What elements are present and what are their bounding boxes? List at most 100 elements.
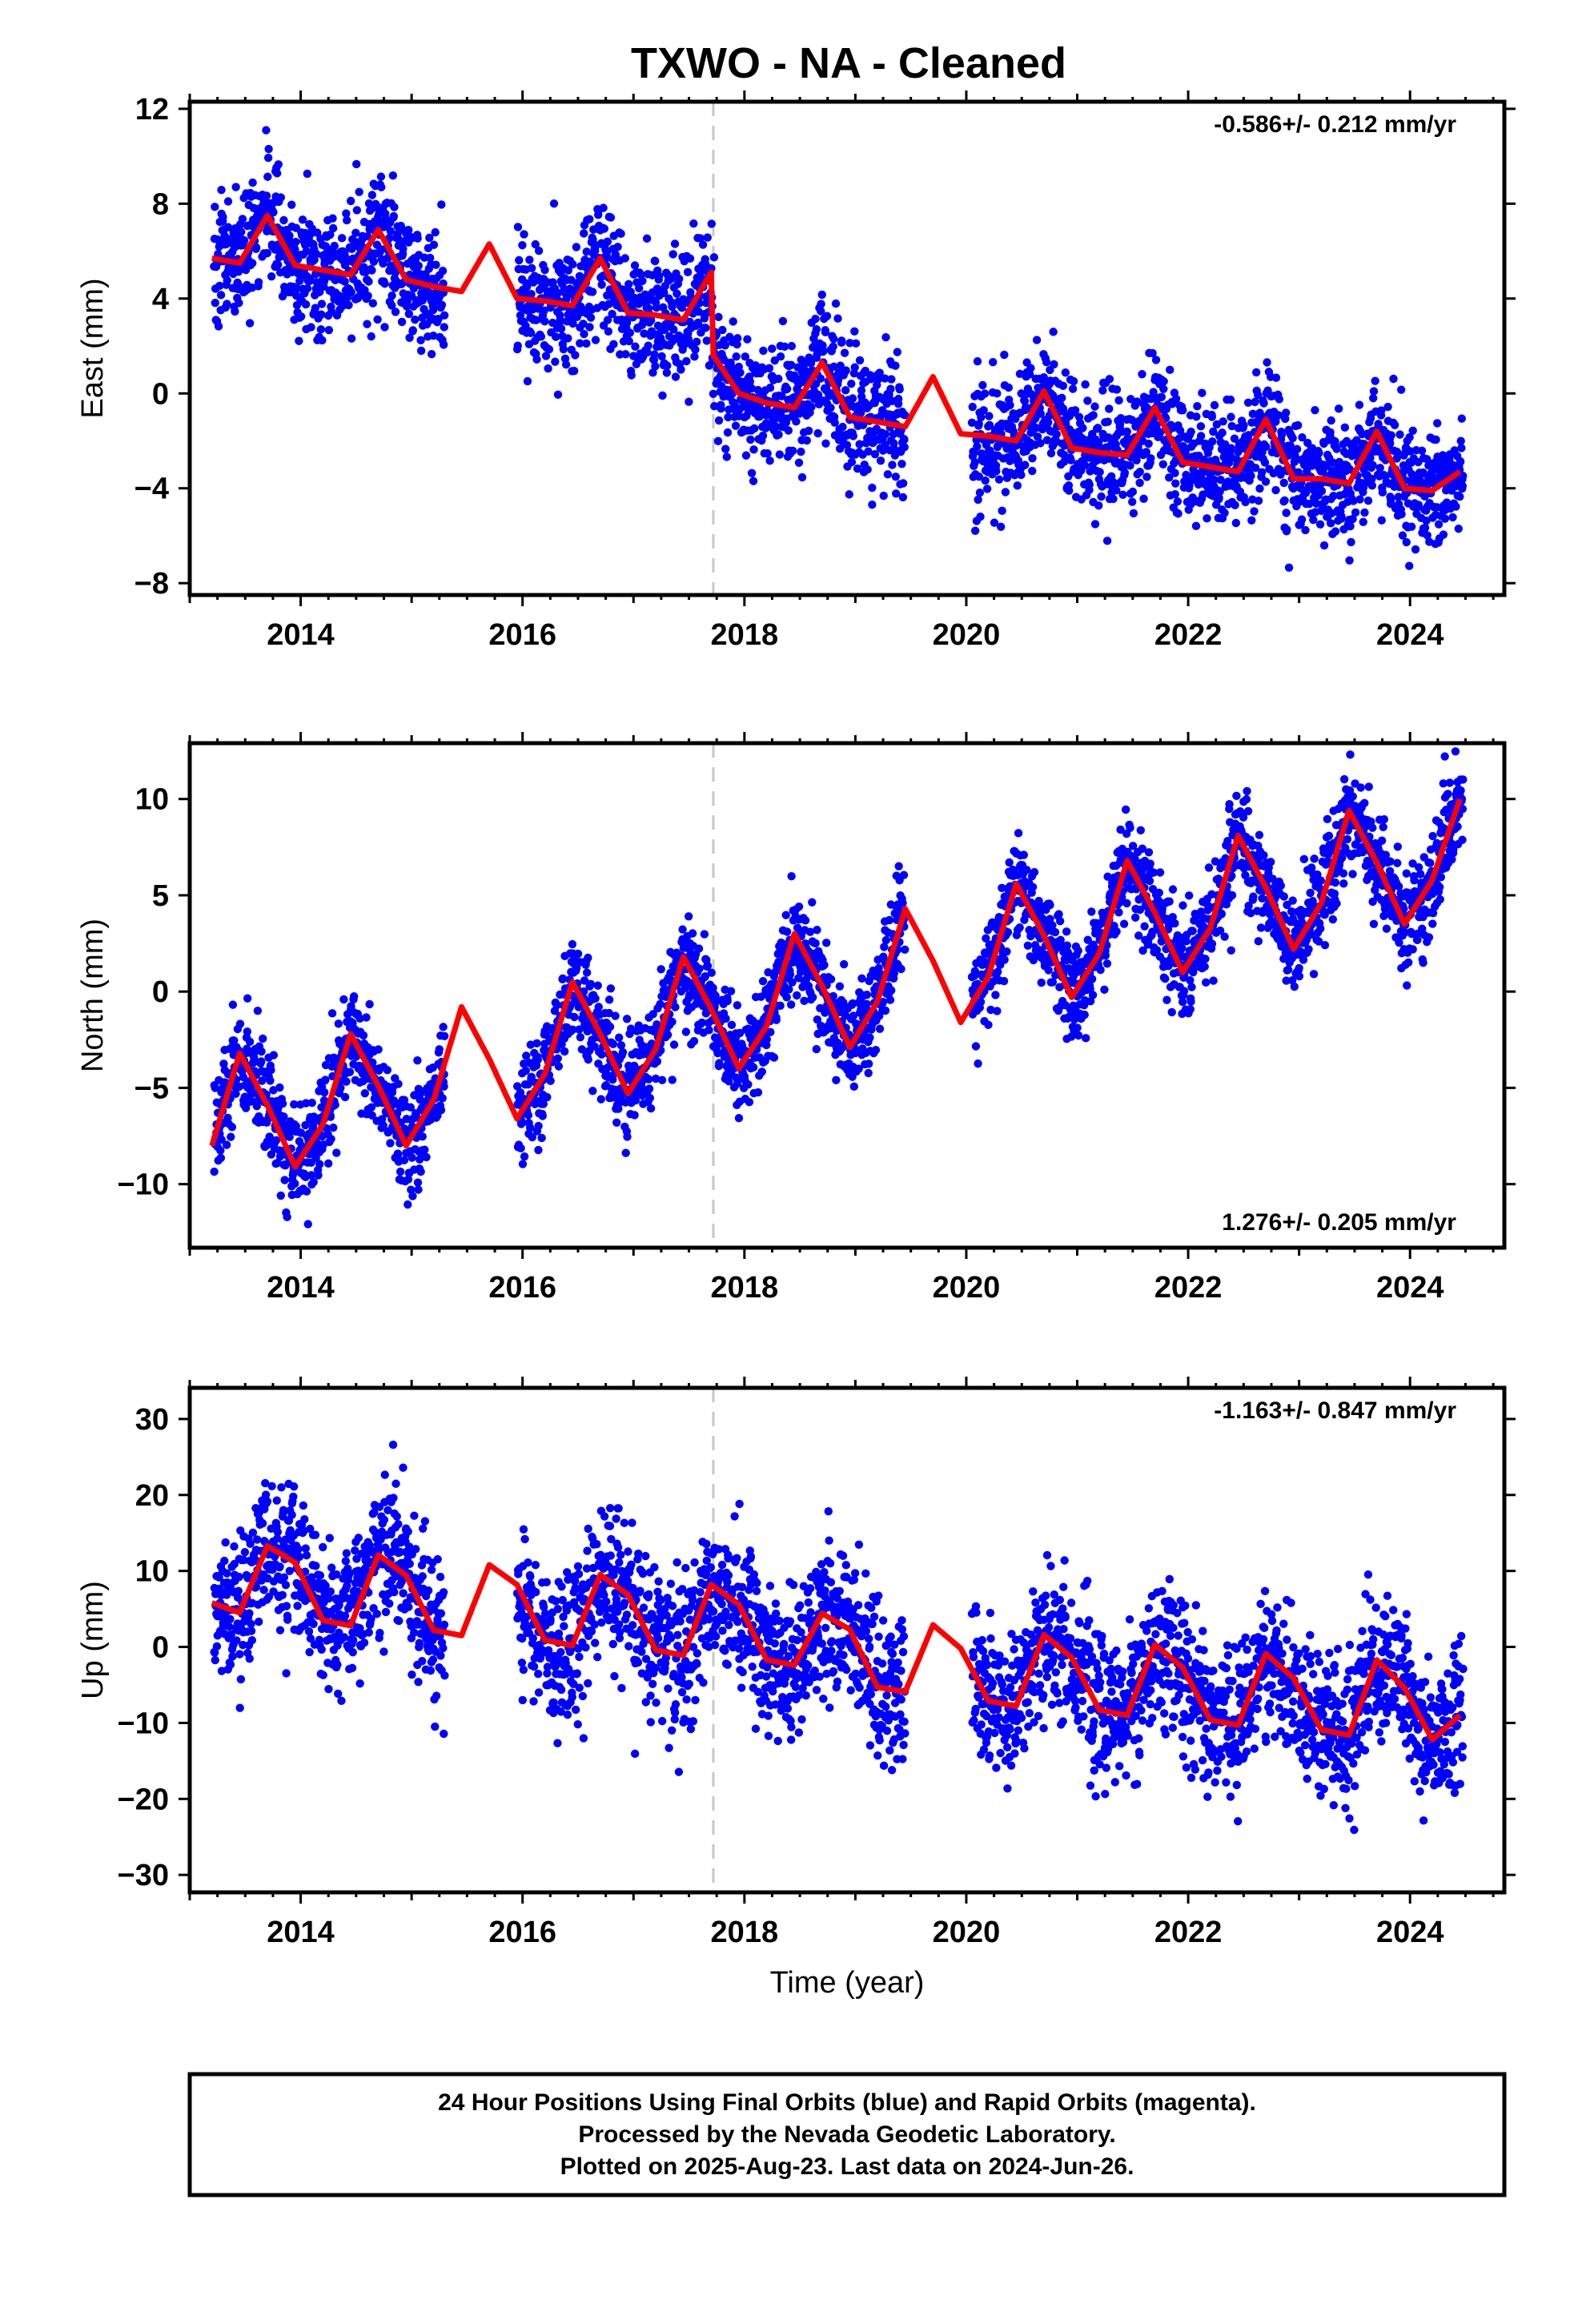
data-point xyxy=(1417,446,1427,455)
data-point xyxy=(1196,422,1206,431)
data-point xyxy=(1398,531,1407,540)
data-point xyxy=(580,229,588,238)
data-point xyxy=(782,384,792,393)
data-point xyxy=(1221,440,1230,449)
data-point xyxy=(347,334,356,343)
data-point xyxy=(862,990,871,999)
data-point xyxy=(1281,408,1291,417)
data-point xyxy=(404,309,414,319)
data-point xyxy=(531,239,540,249)
data-point xyxy=(626,287,635,296)
data-point xyxy=(301,1120,310,1130)
data-point xyxy=(352,206,362,215)
data-point xyxy=(785,985,793,994)
data-point xyxy=(332,1148,341,1157)
data-point xyxy=(793,991,801,1000)
data-point xyxy=(544,345,554,354)
data-point xyxy=(227,1123,237,1132)
data-point xyxy=(585,215,594,223)
data-point xyxy=(868,500,877,509)
data-point xyxy=(1317,506,1326,516)
data-point xyxy=(1251,463,1260,472)
data-point xyxy=(440,323,448,332)
data-point xyxy=(521,1066,530,1076)
data-point xyxy=(1283,525,1291,534)
data-point xyxy=(693,318,703,328)
data-point xyxy=(847,457,857,467)
data-point xyxy=(1251,368,1261,377)
data-point xyxy=(690,352,699,361)
data-point xyxy=(1349,497,1358,505)
data-point xyxy=(865,1033,874,1042)
data-point xyxy=(669,250,677,259)
data-point xyxy=(216,1146,225,1155)
data-point xyxy=(853,464,862,473)
data-point xyxy=(437,300,447,310)
data-point xyxy=(1144,439,1153,448)
data-point xyxy=(568,939,577,949)
data-point xyxy=(788,978,797,987)
data-point xyxy=(757,1068,766,1076)
data-point xyxy=(794,902,804,911)
data-point xyxy=(698,240,708,249)
data-point xyxy=(837,336,846,345)
data-point xyxy=(841,366,850,375)
data-point xyxy=(608,1039,618,1048)
data-point xyxy=(1146,454,1155,463)
data-point xyxy=(1174,509,1182,518)
data-point xyxy=(630,261,640,270)
data-point xyxy=(223,276,231,285)
data-point xyxy=(211,298,219,308)
data-point xyxy=(625,328,635,337)
data-point xyxy=(864,447,873,456)
data-point xyxy=(627,371,636,380)
data-point xyxy=(253,1006,263,1015)
data-point xyxy=(1346,521,1355,531)
data-point xyxy=(1408,426,1417,435)
data-point xyxy=(993,389,1002,398)
data-point xyxy=(621,350,630,359)
data-point xyxy=(650,350,659,359)
data-point xyxy=(1259,399,1268,408)
data-point xyxy=(1457,444,1466,452)
data-point xyxy=(349,992,359,1001)
data-point xyxy=(1456,436,1465,445)
data-point xyxy=(512,1082,522,1091)
data-point xyxy=(399,244,408,253)
data-point xyxy=(1112,486,1121,495)
data-point xyxy=(267,1065,275,1075)
data-point xyxy=(411,316,420,324)
data-point xyxy=(403,302,412,311)
data-point xyxy=(347,287,355,297)
data-point xyxy=(887,986,896,995)
data-point xyxy=(596,1095,605,1104)
data-point xyxy=(713,1048,722,1058)
data-point xyxy=(975,489,985,497)
data-point xyxy=(262,191,271,200)
data-point xyxy=(608,1075,617,1084)
data-point xyxy=(1209,427,1218,436)
data-point xyxy=(314,1171,323,1180)
data-point xyxy=(362,1013,371,1022)
data-point xyxy=(644,1075,653,1084)
data-point xyxy=(759,346,768,356)
data-point xyxy=(301,300,311,309)
data-point xyxy=(1317,487,1327,496)
data-point xyxy=(363,292,372,300)
data-point xyxy=(1135,478,1144,488)
data-point xyxy=(990,518,999,527)
data-point xyxy=(800,996,809,1005)
data-point xyxy=(303,1220,312,1228)
data-point xyxy=(408,326,417,335)
data-point xyxy=(271,1136,281,1145)
data-point xyxy=(316,325,326,334)
data-point xyxy=(1327,509,1336,518)
data-point xyxy=(1279,478,1288,488)
data-point xyxy=(1220,509,1229,517)
data-point xyxy=(681,1027,691,1036)
data-point xyxy=(889,969,898,978)
data-point xyxy=(1097,492,1106,501)
data-point xyxy=(1061,368,1070,377)
